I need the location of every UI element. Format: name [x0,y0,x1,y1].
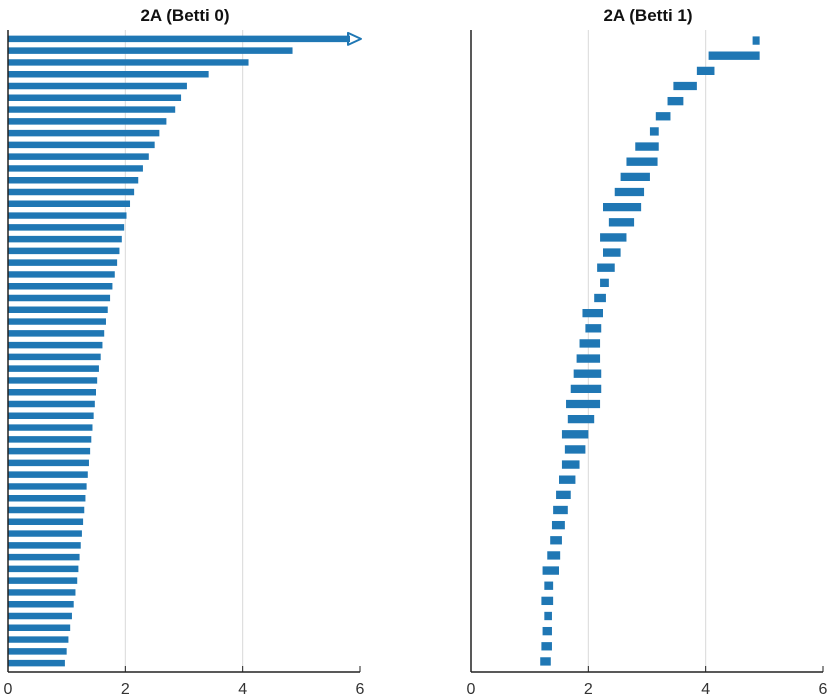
panel-betti-1: 2A (Betti 1) 0 2 4 6 [467,6,828,698]
x-tick-label: 0 [4,681,13,698]
x-tick-label: 0 [467,681,476,698]
x-tick-label: 6 [356,681,365,698]
x-tick-label: 4 [238,681,247,698]
x-tick-label: 2 [584,681,593,698]
chart-title: 2A (Betti 0) [140,6,229,25]
x-tick-label: 4 [701,681,710,698]
infinite-arrow [347,31,362,46]
panel-betti-0: 2A (Betti 0) 0 2 4 6 [4,6,365,698]
x-tick-label: 2 [121,681,130,698]
chart-title: 2A (Betti 1) [603,6,692,25]
x-tick-label: 6 [819,681,828,698]
